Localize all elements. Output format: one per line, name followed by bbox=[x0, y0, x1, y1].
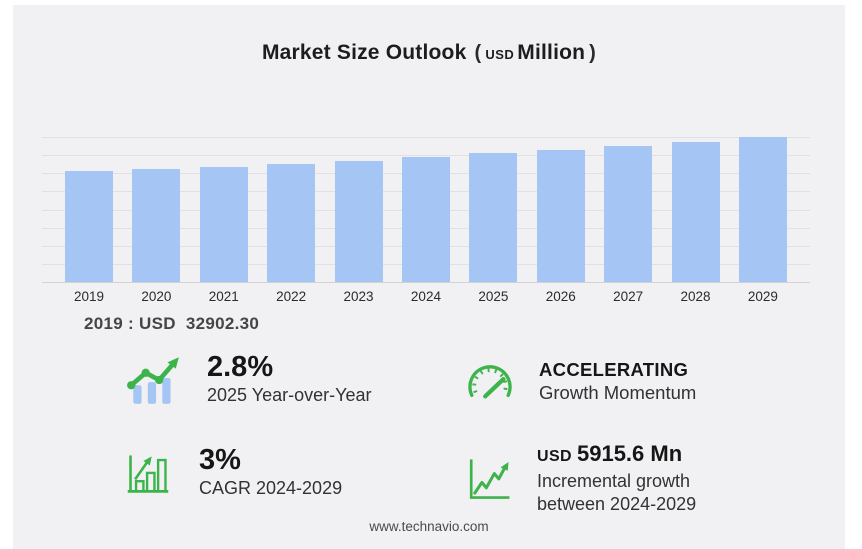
bar-growth-icon bbox=[127, 455, 169, 493]
line-chart-icon bbox=[469, 459, 510, 499]
bar-2019 bbox=[65, 171, 113, 282]
title-paren-close: ) bbox=[589, 42, 597, 64]
incremental-label: Incremental growth between 2024-2029 bbox=[537, 470, 696, 515]
x-label-2028: 2028 bbox=[680, 289, 711, 304]
stat-incremental-text: USD 5915.6 Mn Incremental growth between … bbox=[537, 441, 696, 515]
incremental-label-line1: Incremental growth bbox=[537, 471, 691, 491]
chart-title: Market Size Outlook (USD Million) bbox=[13, 41, 845, 65]
incremental-currency: USD bbox=[537, 448, 572, 465]
gauge-icon bbox=[468, 365, 512, 399]
bar-2023 bbox=[334, 161, 383, 282]
x-label-2027: 2027 bbox=[613, 289, 644, 304]
incremental-amount: 5915.6 Mn bbox=[576, 441, 683, 466]
stat-incremental: USD 5915.6 Mn Incremental growth between … bbox=[465, 441, 696, 515]
bar-2021 bbox=[199, 167, 248, 282]
bar-chart-plot bbox=[42, 137, 810, 283]
incremental-label-line2: between 2024-2029 bbox=[537, 493, 697, 514]
cagr-label: CAGR 2024-2029 bbox=[199, 478, 343, 499]
stat-cagr-text: 3% CAGR 2024-2029 bbox=[199, 445, 342, 499]
x-label-2022: 2022 bbox=[276, 289, 307, 304]
bar-2026 bbox=[536, 150, 585, 282]
base-year-value-label: 2019 : USD 32902.30 bbox=[84, 314, 260, 333]
bar-2024 bbox=[401, 157, 450, 282]
title-currency: USD bbox=[485, 47, 515, 62]
stat-cagr: 3% CAGR 2024-2029 bbox=[125, 445, 342, 499]
x-label-2023: 2023 bbox=[343, 289, 374, 304]
cagr-value: 3% bbox=[199, 444, 241, 476]
momentum-value: ACCELERATING bbox=[539, 359, 689, 380]
bar-2028 bbox=[671, 142, 720, 282]
momentum-label: Growth Momentum bbox=[539, 382, 697, 404]
gridline bbox=[42, 282, 810, 283]
gridline bbox=[42, 155, 810, 157]
chart-title-main: Market Size Outlook bbox=[261, 41, 467, 64]
x-label-2029: 2029 bbox=[747, 289, 778, 304]
x-label-2021: 2021 bbox=[208, 289, 239, 304]
title-paren-open: ( bbox=[474, 42, 482, 64]
bar-2025 bbox=[469, 153, 518, 282]
bar-2022 bbox=[267, 164, 316, 282]
market-outlook-card: Market Size Outlook(USD Million) 2019 2020… bbox=[13, 5, 845, 549]
trend-bars-icon bbox=[127, 357, 179, 405]
stat-yoy: 2.8% 2025 Year-over-Year bbox=[125, 352, 371, 406]
x-label-2026: 2026 bbox=[545, 289, 576, 304]
gridline bbox=[42, 137, 810, 138]
x-label-2025: 2025 bbox=[478, 289, 509, 304]
stat-momentum: ACCELERATING Growth Momentum bbox=[465, 360, 696, 404]
x-label-2019: 2019 bbox=[73, 289, 105, 304]
yoy-value: 2.8% bbox=[207, 351, 274, 383]
bar-2027 bbox=[604, 146, 653, 282]
stat-yoy-text: 2.8% 2025 Year-over-Year bbox=[207, 352, 371, 406]
website-url: www.technavio.com bbox=[369, 519, 489, 534]
x-axis-labels: 2019 2020 2021 2022 2023 2024 2025 2026 2027 2028… bbox=[42, 289, 810, 304]
bar-series bbox=[42, 137, 810, 282]
stat-momentum-text: ACCELERATING Growth Momentum bbox=[539, 360, 696, 404]
bar-2029 bbox=[738, 137, 787, 282]
x-label-2020: 2020 bbox=[141, 289, 172, 304]
bar-2020 bbox=[132, 169, 181, 282]
title-unit: Million bbox=[517, 41, 586, 64]
yoy-label: 2025 Year-over-Year bbox=[207, 385, 372, 406]
incremental-value: USD 5915.6 Mn bbox=[537, 441, 696, 467]
x-label-2024: 2024 bbox=[410, 289, 441, 304]
